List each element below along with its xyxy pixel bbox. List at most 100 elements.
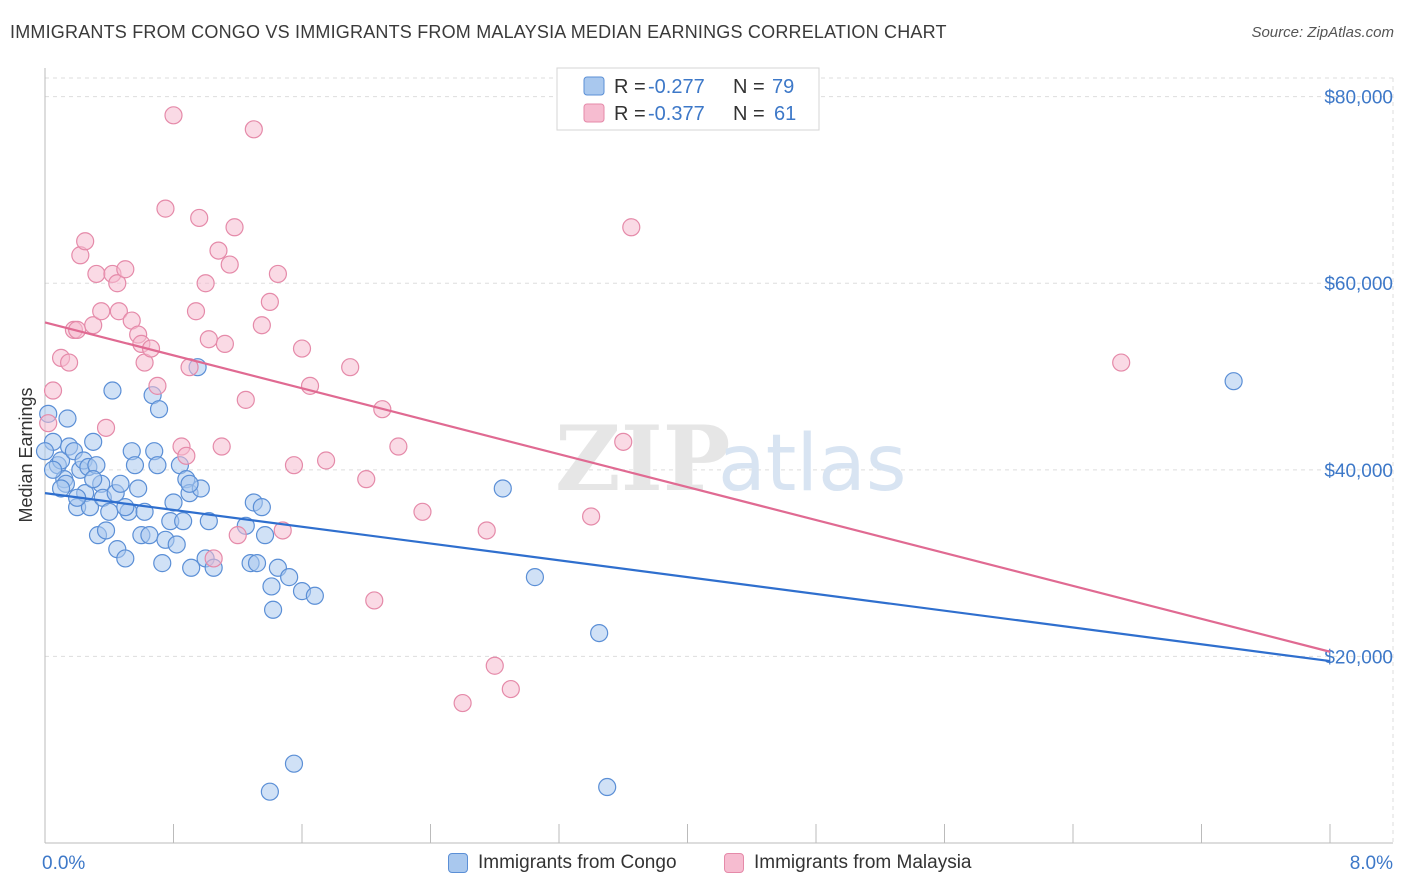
point-congo — [174, 512, 193, 531]
point-congo — [35, 442, 55, 461]
point-malaysia — [244, 120, 263, 139]
legend-r-label-malaysia: R = — [614, 103, 646, 125]
point-malaysia — [252, 316, 271, 335]
point-malaysia — [316, 451, 336, 470]
point-congo — [260, 782, 279, 801]
point-malaysia — [59, 353, 79, 372]
point-malaysia — [501, 679, 520, 699]
point-malaysia — [156, 199, 175, 218]
legend-n-value-malaysia: 61 — [774, 103, 796, 125]
point-malaysia — [357, 470, 376, 489]
point-malaysia — [341, 358, 360, 377]
point-congo — [116, 549, 135, 568]
point-congo — [305, 586, 324, 605]
point-congo — [43, 460, 63, 479]
bottom-legend-swatch-malaysia — [724, 853, 744, 873]
point-malaysia — [260, 292, 279, 312]
point-congo — [199, 512, 218, 531]
x-tick-label-start: 0.0% — [42, 853, 85, 874]
trend-lines — [44, 321, 1331, 663]
point-malaysia — [148, 376, 167, 395]
point-congo — [149, 400, 169, 419]
point-congo — [84, 432, 103, 451]
point-malaysia — [43, 381, 63, 400]
point-congo — [96, 521, 116, 540]
point-malaysia — [215, 334, 234, 353]
x-tick-label-end: 8.0% — [1350, 853, 1393, 874]
point-congo — [262, 577, 281, 596]
chart-source: Source: ZipAtlas.com — [1251, 24, 1394, 41]
bottom-legend: Immigrants from Congo Immigrants from Ma… — [0, 852, 1406, 878]
point-congo — [252, 498, 271, 517]
point-congo — [103, 381, 122, 400]
point-congo — [111, 474, 130, 493]
bottom-legend-congo: Immigrants from Congo — [448, 852, 677, 874]
legend-r-value-malaysia: -0.377 — [648, 103, 705, 125]
point-malaysia — [389, 437, 408, 456]
point-malaysia — [177, 446, 196, 465]
point-congo — [247, 554, 267, 573]
point-congo — [129, 479, 148, 498]
point-congo — [51, 479, 71, 498]
point-malaysia — [1112, 353, 1131, 372]
y-axis-label: Median Earnings — [16, 387, 36, 522]
bottom-legend-swatch-congo — [448, 853, 468, 873]
point-congo — [525, 568, 545, 587]
watermark-atlas: atlas — [718, 419, 907, 509]
point-malaysia — [453, 693, 472, 713]
point-congo — [153, 554, 172, 573]
point-congo — [263, 600, 283, 619]
point-congo — [125, 456, 145, 475]
watermark: ZIP atlas — [555, 406, 907, 512]
point-malaysia — [199, 330, 218, 349]
point-malaysia — [413, 502, 432, 521]
point-malaysia — [39, 414, 58, 433]
bottom-legend-label-congo: Immigrants from Congo — [478, 852, 677, 873]
y-tick-label: $80,000 — [1324, 88, 1393, 109]
point-malaysia — [485, 656, 504, 675]
point-congo — [255, 526, 275, 545]
point-malaysia — [236, 390, 255, 409]
point-congo — [148, 456, 167, 475]
point-malaysia — [268, 264, 288, 284]
point-malaysia — [292, 339, 312, 358]
point-malaysia — [228, 526, 247, 545]
data-points — [35, 106, 1243, 801]
point-malaysia — [76, 232, 95, 251]
point-congo — [280, 568, 299, 587]
legend-r-label-congo: R = — [614, 76, 646, 98]
legend: R = -0.277 N = 79 R = -0.377 N = 61 — [556, 67, 820, 131]
point-congo — [180, 474, 199, 493]
axes: $20,000 $40,000 $60,000 $80,000 0.0% 8.0% — [42, 68, 1393, 874]
point-malaysia — [92, 302, 111, 321]
point-congo — [58, 409, 77, 428]
y-tick-label: $20,000 — [1324, 647, 1393, 668]
point-malaysia — [96, 418, 116, 437]
point-malaysia — [582, 507, 601, 526]
point-malaysia — [116, 260, 135, 279]
point-malaysia — [220, 255, 239, 274]
legend-swatch-congo — [583, 76, 605, 96]
point-congo — [167, 535, 186, 554]
point-congo — [598, 777, 617, 797]
legend-r-value-congo: -0.277 — [648, 76, 705, 98]
point-malaysia — [186, 302, 206, 321]
point-malaysia — [284, 456, 304, 475]
point-congo — [493, 479, 512, 498]
point-malaysia — [190, 208, 209, 228]
point-malaysia — [225, 218, 244, 237]
point-malaysia — [109, 302, 128, 321]
point-malaysia — [212, 437, 231, 456]
point-malaysia — [365, 591, 384, 610]
point-malaysia — [614, 432, 633, 451]
point-malaysia — [196, 274, 215, 293]
trend-line-malaysia — [44, 321, 1331, 653]
point-congo — [100, 502, 119, 521]
point-congo — [84, 470, 103, 489]
legend-n-label-congo: N = — [733, 76, 765, 98]
point-malaysia — [204, 549, 223, 568]
point-malaysia — [164, 106, 183, 125]
point-congo — [140, 526, 159, 545]
point-congo — [284, 754, 304, 773]
